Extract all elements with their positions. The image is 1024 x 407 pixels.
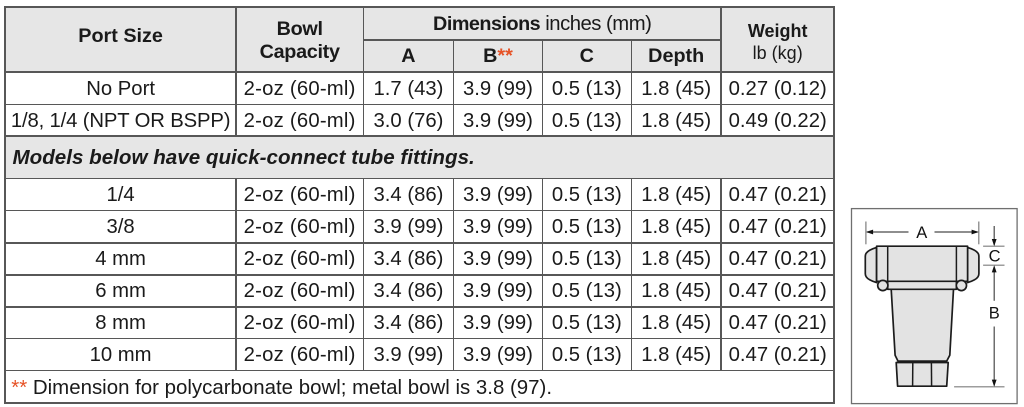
svg-text:A: A [916, 224, 927, 242]
svg-text:C: C [989, 248, 1001, 266]
svg-text:B: B [989, 305, 1000, 323]
